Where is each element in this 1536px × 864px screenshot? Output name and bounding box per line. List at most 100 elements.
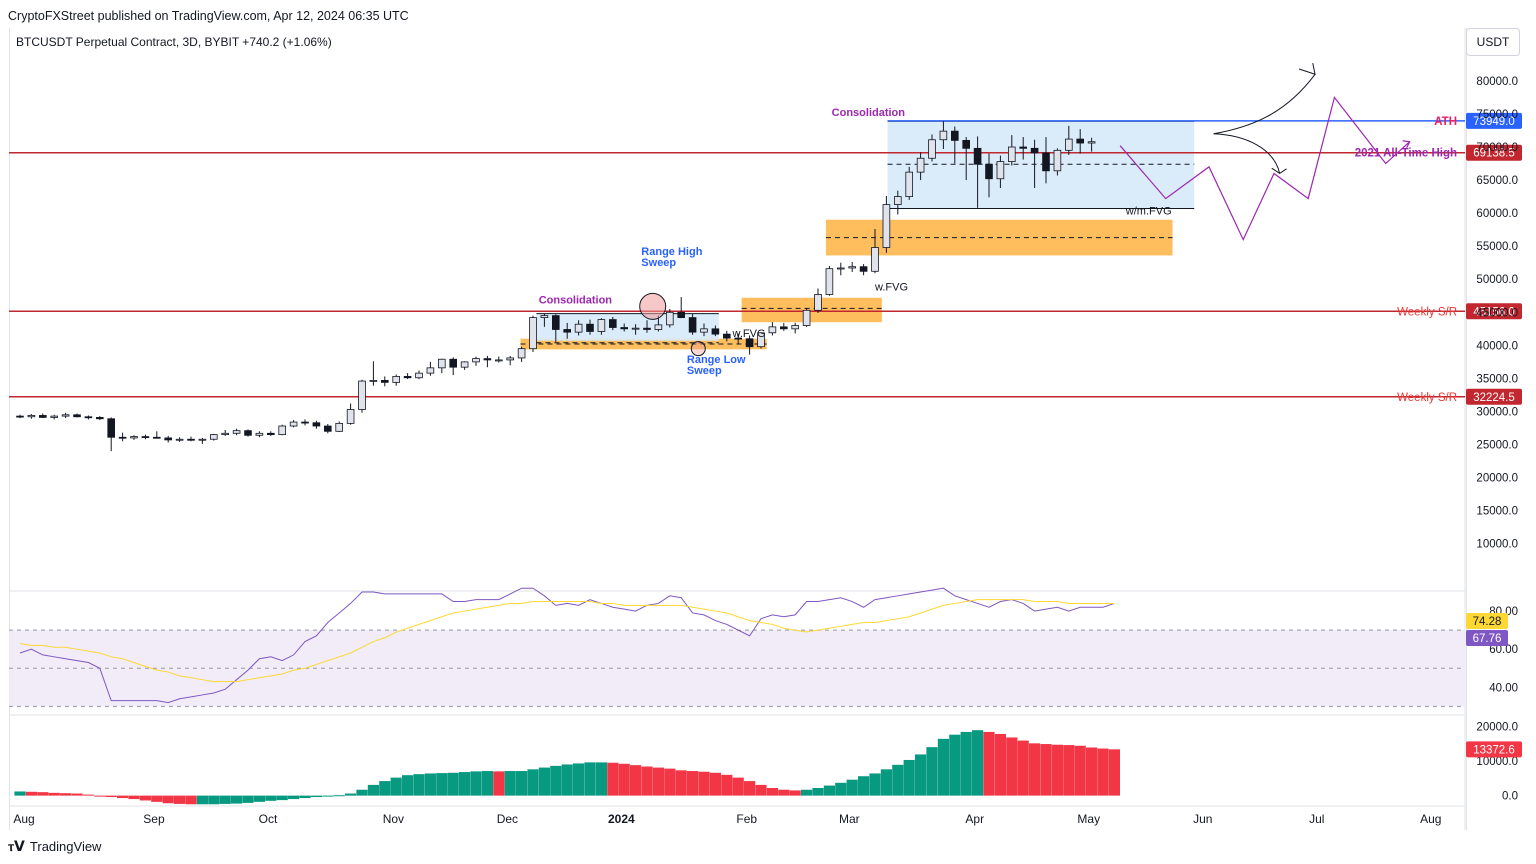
candle-body [871, 247, 879, 272]
rsi-tick-label: 60.00 [1489, 644, 1518, 656]
candle [16, 414, 24, 419]
fvg-zone-weekly [741, 297, 882, 323]
candle [415, 370, 423, 380]
footer-brand[interactable]: ⲧ𝗩 TradingView [8, 838, 101, 855]
candle-body [1076, 138, 1085, 144]
hist-bar [162, 795, 174, 804]
candle-body [780, 326, 788, 330]
candle [164, 435, 173, 443]
hist-bar [1063, 745, 1075, 796]
candle [301, 419, 309, 426]
candle [472, 356, 480, 366]
candle-body [152, 436, 161, 439]
hist-bar [687, 771, 699, 796]
candle-body [802, 309, 811, 326]
candle [141, 434, 150, 440]
hist-bar [664, 768, 676, 796]
hist-bar [926, 747, 938, 796]
candle [1042, 137, 1050, 184]
candle [905, 166, 913, 200]
candle-body [346, 409, 355, 424]
price-tick-label: 75000.0 [1476, 109, 1518, 121]
candle [802, 308, 811, 327]
hist-bar [983, 731, 995, 796]
symbol-line[interactable]: BTCUSDT Perpetual Contract, 3D, BYBIT +7… [16, 35, 332, 49]
candle-body [597, 319, 606, 332]
candle [1019, 137, 1027, 160]
hist-bar [937, 738, 949, 796]
hist-bar [196, 795, 208, 805]
hist-bar [25, 791, 37, 796]
candle-body [768, 326, 777, 334]
price-tick-label: 60000.0 [1476, 208, 1518, 220]
price-axis[interactable]: 10000.0 15000.0 20000.0 25000.0 30000.0 35000… [1476, 76, 1518, 551]
candle [1053, 148, 1062, 176]
candle-body [358, 380, 366, 410]
hist-bar [903, 759, 915, 796]
candle [187, 436, 195, 442]
candle-body [757, 332, 765, 348]
candle-body [73, 414, 81, 418]
candle-body [882, 204, 891, 248]
candle-body [221, 432, 230, 436]
hist-bar [48, 792, 60, 796]
candle [1065, 125, 1073, 155]
candle-body [814, 294, 822, 311]
annotation-consolidation-dec: Consolidation [539, 295, 613, 307]
candle-body [460, 361, 469, 368]
candle-body [666, 311, 674, 326]
hist-bar [652, 767, 664, 796]
candle [244, 429, 252, 437]
candle-body [426, 367, 435, 374]
price-tag-label-1: 69138.5 [1473, 148, 1515, 160]
projection-path [1119, 96, 1411, 241]
hist-bar [880, 769, 892, 796]
hist-bar [493, 771, 505, 796]
candle-body [175, 438, 184, 441]
candle-body [232, 430, 241, 434]
candle [27, 414, 36, 419]
hist-bar [858, 776, 870, 796]
hist-bar [789, 790, 801, 796]
candle [916, 152, 925, 181]
price-tick-label: 70000.0 [1476, 142, 1518, 154]
candle [152, 431, 161, 439]
level-label-1: 2021 All-Time High [1355, 148, 1457, 160]
price-tick-label: 65000.0 [1476, 175, 1518, 187]
hist-value-tag [1466, 741, 1522, 758]
candle [403, 373, 412, 380]
hist-bar [630, 765, 642, 796]
hist-bar [573, 763, 585, 796]
time-tick-label: Feb [736, 812, 757, 826]
candle [574, 320, 583, 336]
price-tick-label: 15000.0 [1476, 506, 1518, 518]
level-label-0: ATH [1434, 116, 1457, 128]
hist-bar [801, 789, 813, 796]
hist-bar [447, 772, 459, 796]
candle [39, 413, 47, 419]
price-tick-label: 35000.0 [1476, 373, 1518, 385]
candle-body [745, 338, 754, 348]
candle [643, 320, 651, 333]
candle-body [312, 422, 321, 427]
candle-body [1053, 149, 1062, 172]
currency-button[interactable]: USDT [1466, 28, 1520, 56]
candle-body [825, 268, 834, 295]
time-axis[interactable]: Aug Sep Oct Nov Dec 2024 Feb Mar Apr May Jun Jul Aug [13, 812, 1441, 826]
hist-tick-label: 10000.0 [1476, 756, 1518, 768]
candle [221, 429, 230, 436]
candle-body [107, 418, 116, 438]
hist-bar [117, 795, 129, 799]
candle-body [620, 327, 628, 330]
candle [118, 432, 127, 442]
candle [529, 315, 537, 352]
price-tick-label: 40000.0 [1476, 340, 1518, 352]
hist-bar [139, 795, 151, 801]
price-tag-1 [1466, 144, 1522, 161]
candle-body [916, 157, 925, 173]
hist-bar [1051, 744, 1063, 796]
candle [631, 324, 640, 335]
candle-body [335, 422, 343, 432]
bearish-arrowhead [1271, 167, 1287, 175]
